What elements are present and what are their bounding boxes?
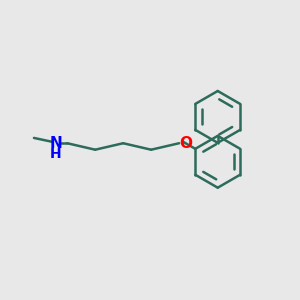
Text: N: N bbox=[50, 136, 62, 151]
Text: O: O bbox=[179, 136, 192, 151]
Text: H: H bbox=[50, 147, 62, 161]
